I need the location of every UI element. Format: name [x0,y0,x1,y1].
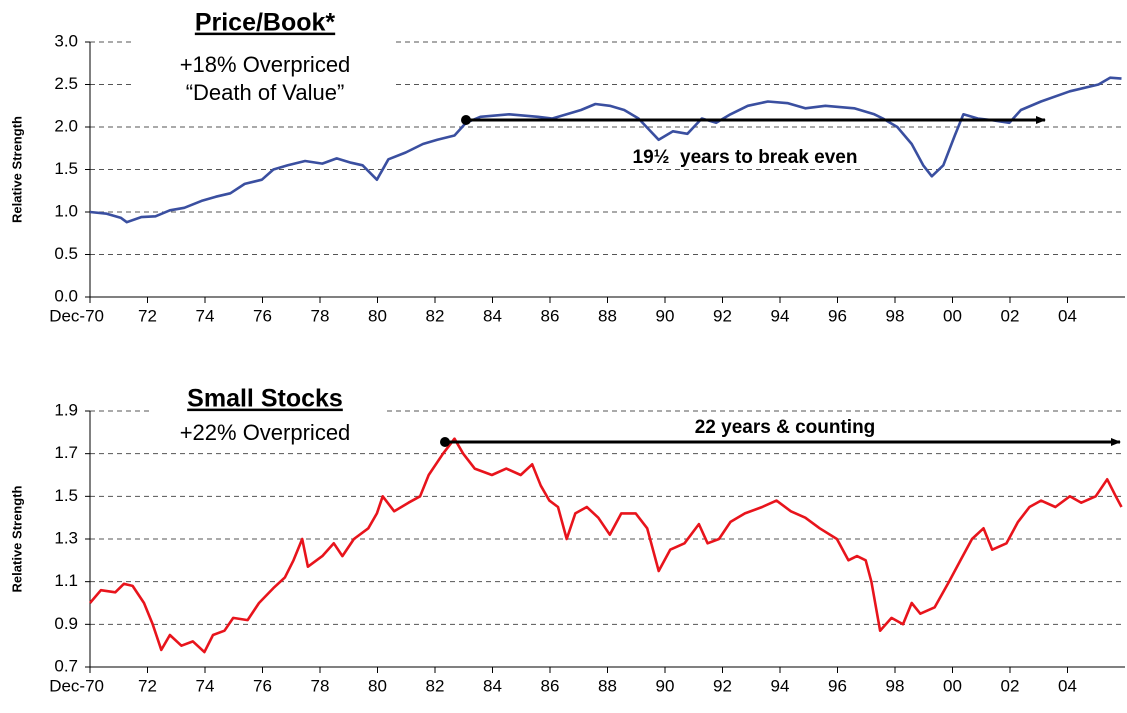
data-line [89,437,1123,654]
annotation: 19½ years to break even [633,147,858,168]
y-axis-label: Relative Strength [9,485,24,592]
x-tick-label: 02 [1001,676,1020,695]
title-box [150,406,386,452]
y-tick-label: 3.0 [54,31,78,50]
x-tick-label: 76 [253,306,272,325]
x-tick-label: 90 [656,306,675,325]
y-tick-label: 1.1 [54,571,78,590]
x-tick-label: 86 [541,306,560,325]
x-tick-label: 90 [656,676,675,695]
x-tick-label: 96 [828,676,847,695]
x-tick-label: 02 [1001,306,1020,325]
x-tick-label: 78 [311,676,330,695]
x-tick-label: 04 [1058,306,1077,325]
chart-title: Price/Book* [195,9,336,37]
title-box [132,30,394,100]
x-tick-label: 88 [598,306,617,325]
arrow-start [440,437,450,447]
annotation: “Death of Value” [186,80,345,105]
x-tick-label: Dec-70 [49,306,104,325]
y-tick-label: 1.3 [54,528,78,547]
x-tick-label: 72 [138,306,157,325]
x-tick-label: 86 [541,676,560,695]
x-tick-label: 82 [426,306,445,325]
y-tick-label: 2.5 [54,74,78,93]
x-tick-label: 76 [253,676,272,695]
x-tick-label: 96 [828,306,847,325]
y-tick-label: 0.7 [54,656,78,675]
y-tick-label: 1.5 [54,486,78,505]
x-tick-label: 92 [713,306,732,325]
y-tick-label: 0.0 [54,286,78,305]
x-tick-label: 94 [771,306,790,325]
x-tick-label: 94 [771,676,790,695]
y-tick-label: 1.9 [54,400,78,419]
overlay: Price/Book* +18% Overpriced “Death of Va… [132,9,1121,452]
x-tick-label: 00 [943,306,962,325]
x-tick-label: 74 [196,306,215,325]
annotation: +18% Overpriced [180,52,351,77]
y-tick-label: 0.9 [54,614,78,633]
y-tick-label: 0.5 [54,244,78,263]
chart-title: Small Stocks [187,385,343,413]
x-tick-label: 88 [598,676,617,695]
x-tick-label: 98 [886,306,905,325]
x-tick-label: 98 [886,676,905,695]
annotation: 22 years & counting [695,417,876,438]
x-tick-label: 84 [483,306,502,325]
y-tick-label: 2.0 [54,116,78,135]
x-tick-label: 84 [483,676,502,695]
x-tick-label: 82 [426,676,445,695]
x-tick-label: 78 [311,306,330,325]
y-tick-label: 1.0 [54,201,78,220]
y-tick-label: 1.5 [54,159,78,178]
x-tick-label: 80 [368,676,387,695]
x-tick-label: Dec-70 [49,676,104,695]
x-tick-label: 72 [138,676,157,695]
x-tick-label: 00 [943,676,962,695]
x-tick-label: 74 [196,676,215,695]
y-axis-label: Relative Strength [9,116,24,223]
plots: 0.0 0.5 1.0 1.5 2.0 2.5 3.0 Dec-70 72 74 76 78 80 82 8… [9,31,1125,695]
arrow-start [461,115,471,125]
data-line [89,76,1122,224]
x-tick-label: 04 [1058,676,1077,695]
x-tick-label: 92 [713,676,732,695]
annotation: +22% Overpriced [180,420,351,445]
y-tick-label: 1.7 [54,443,78,462]
x-tick-label: 80 [368,306,387,325]
